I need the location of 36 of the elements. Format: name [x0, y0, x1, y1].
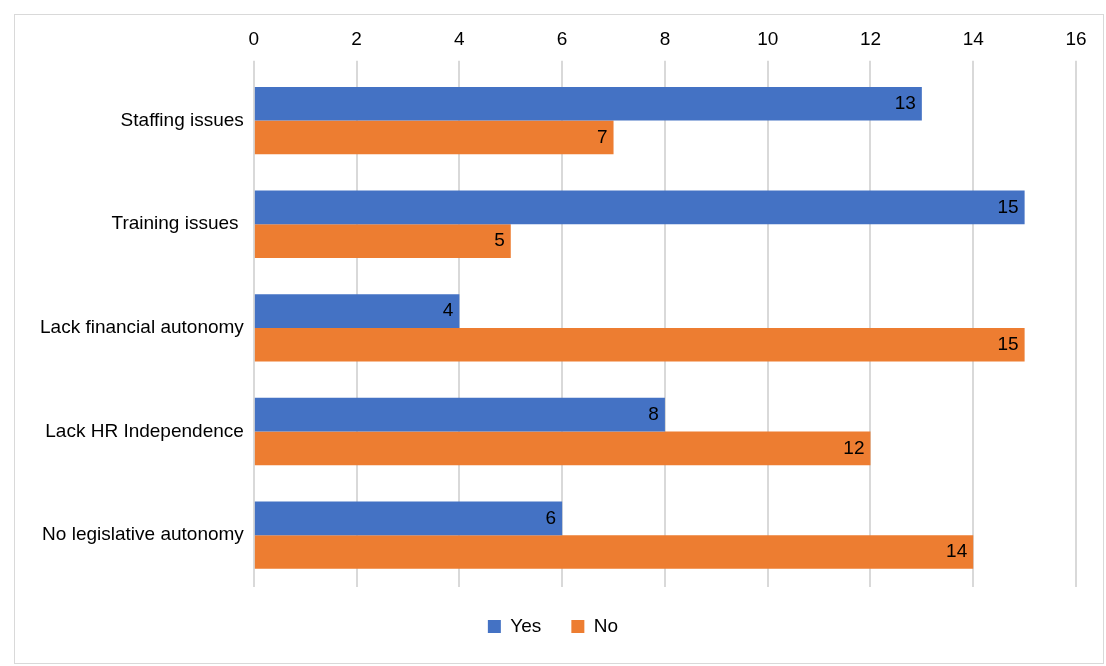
data-label: 6: [545, 506, 557, 528]
bar: [254, 224, 511, 258]
x-tick-label: 0: [248, 27, 260, 49]
legend-label: No: [593, 614, 619, 636]
data-label: 15: [997, 332, 1019, 354]
x-tick-label: 6: [556, 27, 568, 49]
y-tick-label: Staffing issues: [120, 108, 244, 130]
data-label: 13: [894, 92, 916, 114]
bar: [254, 190, 1025, 225]
data-label: 12: [843, 436, 865, 458]
bar: [254, 86, 922, 121]
x-tick-label: 2: [351, 27, 362, 49]
y-tick-label: Lack financial autonomy: [40, 316, 245, 338]
bar: [254, 327, 1025, 362]
data-label: 4: [442, 299, 454, 321]
bar: [254, 294, 460, 328]
bar: [254, 535, 974, 569]
data-label: 8: [648, 402, 659, 424]
bar: [254, 120, 614, 155]
data-label: 5: [494, 229, 505, 251]
x-tick-label: 14: [962, 27, 985, 49]
data-label: 15: [997, 195, 1019, 217]
x-tick-label: 8: [659, 27, 671, 49]
y-tick-label: Lack HR Independence: [45, 419, 244, 441]
x-tick-label: 4: [454, 27, 466, 49]
y-tick-label: Training issues: [111, 212, 244, 234]
y-tick-label: No legislative autonomy: [42, 523, 245, 545]
bar: [254, 397, 665, 432]
legend-label: Yes: [510, 614, 542, 636]
bar: [254, 431, 871, 466]
x-tick-label: 10: [757, 27, 779, 49]
x-tick-label: 12: [859, 27, 882, 49]
bar: [254, 501, 563, 536]
data-label: 14: [946, 540, 968, 562]
x-tick-label: 16: [1065, 27, 1087, 49]
data-label: 7: [596, 125, 608, 147]
